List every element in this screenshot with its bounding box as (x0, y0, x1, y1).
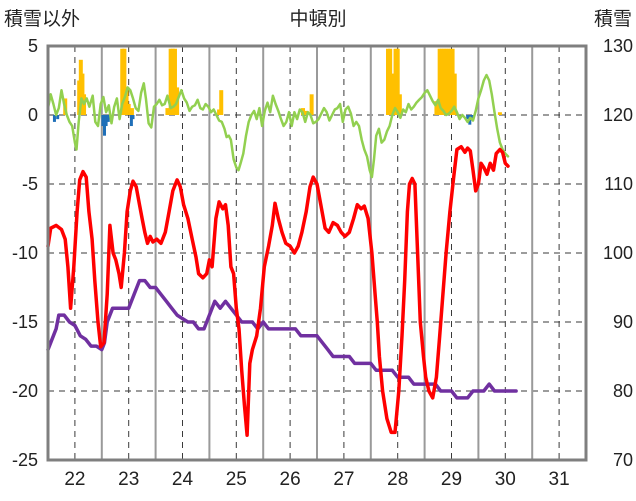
bar (124, 87, 129, 115)
left-y-tick-label: -25 (12, 450, 38, 470)
negative-bar (131, 115, 135, 120)
x-tick-label: 25 (226, 469, 247, 490)
bar (448, 48, 453, 116)
x-tick-label: 23 (118, 469, 139, 490)
bar (168, 48, 173, 116)
bar (122, 48, 127, 116)
left-y-tick-label: -10 (12, 243, 38, 263)
x-tick-label: 24 (172, 469, 194, 490)
left-y-tick-label: 5 (28, 36, 38, 56)
negative-bar (106, 115, 110, 122)
left-y-tick-label: 0 (28, 105, 38, 125)
plot-frame (46, 44, 588, 462)
bar-series (52, 48, 502, 136)
x-tick-label: 27 (333, 469, 354, 490)
right-y-tick-label: 100 (603, 243, 633, 263)
x-tick-label: 29 (441, 469, 462, 490)
left-y-tick-label: -20 (12, 381, 38, 401)
negative-bar (470, 115, 474, 120)
right-y-tick-label: 70 (613, 450, 633, 470)
bar (165, 108, 170, 115)
right-y-tick-label: 80 (613, 381, 633, 401)
x-tick-label: 31 (549, 469, 570, 490)
negative-bar (466, 115, 470, 120)
bar (126, 103, 131, 115)
x-tick-label: 22 (64, 469, 85, 490)
bar (452, 73, 457, 115)
bar (217, 109, 222, 115)
bar (309, 94, 314, 115)
bar (120, 48, 125, 116)
left-y-tick-label: -15 (12, 312, 38, 332)
right-y-tick-label: 130 (603, 36, 633, 56)
bar (390, 73, 395, 115)
chart-title: 中頓別 (289, 8, 346, 30)
x-tick-label: 30 (495, 469, 516, 490)
bar (388, 48, 393, 116)
right-axis-label: 積雪 (594, 8, 632, 30)
bar (437, 48, 442, 116)
x-tick-label: 28 (387, 469, 408, 490)
bar (129, 108, 134, 115)
bar (219, 90, 224, 115)
right-y-tick-label: 90 (613, 312, 633, 332)
bar (434, 101, 439, 115)
bar (393, 48, 398, 116)
bar (497, 112, 502, 115)
bar (395, 48, 400, 116)
left-axis-label: 積雪以外 (4, 8, 80, 30)
negative-bar (56, 115, 60, 120)
bar (172, 48, 177, 116)
bar (441, 48, 446, 116)
negative-bar (52, 115, 56, 122)
right-y-ticks: 130 120 110 100 90 80 70 (603, 36, 633, 470)
bar (450, 48, 455, 116)
x-ticks: 22 23 24 25 26 27 28 29 30 31 (64, 469, 569, 490)
bar (444, 48, 449, 116)
left-y-tick-label: -5 (22, 174, 38, 194)
bar (304, 110, 309, 115)
left-y-ticks: 5 0 -5 -10 -15 -20 -25 (12, 36, 38, 470)
series-line (46, 144, 510, 437)
x-tick-label: 26 (280, 469, 301, 490)
bar (397, 94, 402, 115)
series-line (46, 73, 510, 179)
right-y-tick-label: 110 (604, 174, 633, 194)
right-y-tick-label: 120 (603, 105, 633, 125)
negative-bar (102, 115, 106, 136)
negative-bar (129, 115, 133, 127)
bar (439, 48, 444, 116)
bar (170, 48, 175, 116)
negative-bar (101, 115, 105, 127)
bar (446, 48, 451, 116)
line-series (46, 73, 518, 437)
bar (386, 48, 391, 116)
negative-bar (104, 115, 108, 127)
